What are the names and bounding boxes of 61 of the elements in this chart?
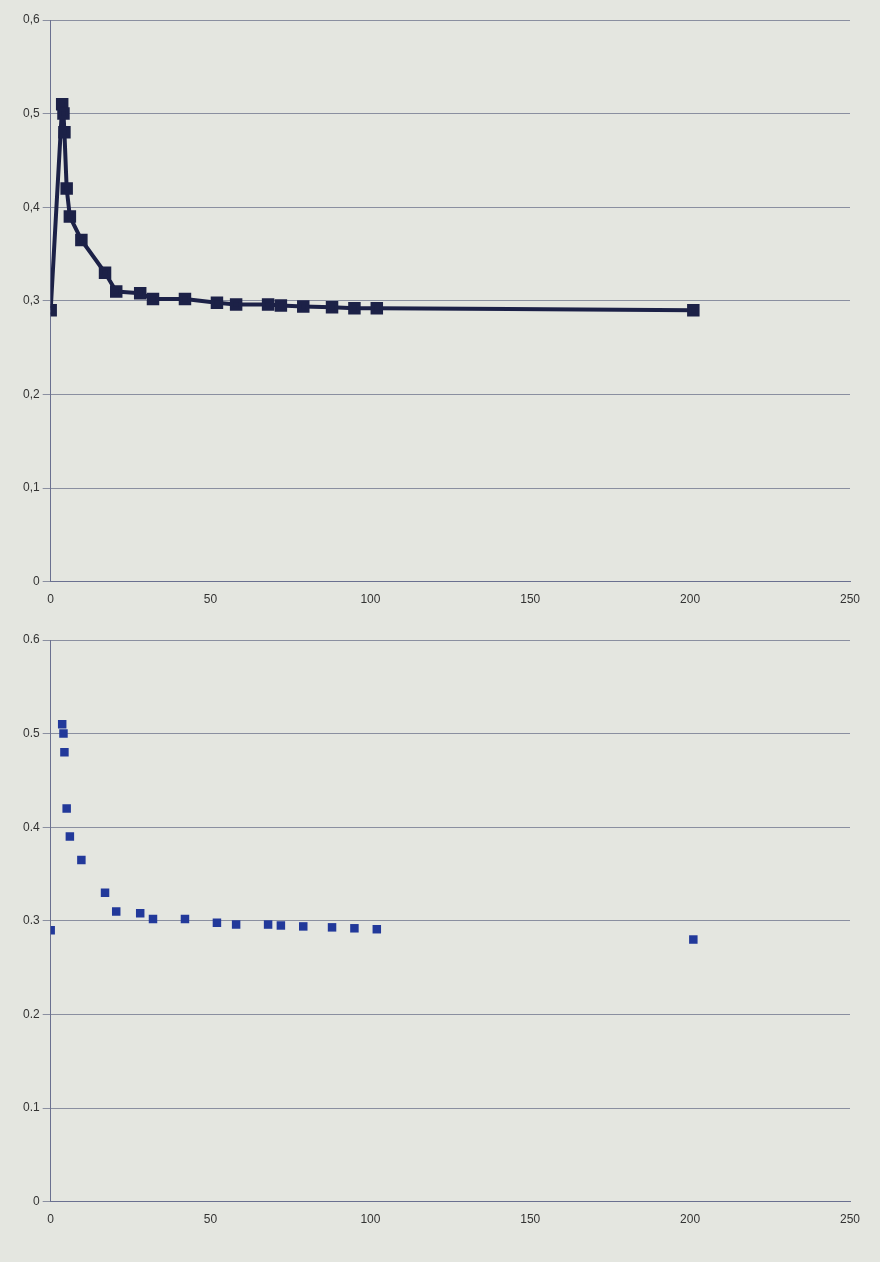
x-tick-label: 250: [839, 1212, 861, 1227]
y-tick-label: 0,5: [22, 105, 40, 120]
y-tick-label: 0,6: [22, 12, 40, 27]
point: [60, 748, 69, 757]
point: [231, 920, 241, 929]
y-tick-label: 0.3: [22, 913, 40, 928]
x-tick-label: 50: [203, 592, 218, 607]
point: [60, 182, 73, 195]
point: [109, 285, 123, 298]
x-tick-label: 100: [360, 1212, 381, 1227]
point: [59, 729, 68, 738]
x-tick-label: 0: [47, 1212, 55, 1227]
point: [325, 301, 339, 314]
x-tick-label: 150: [520, 1212, 541, 1227]
point: [57, 107, 70, 120]
point: [146, 292, 160, 306]
y-tick-label: 0,2: [22, 386, 40, 401]
y-tick-label: 0: [32, 573, 40, 588]
point: [62, 804, 71, 813]
point: [229, 298, 243, 311]
point: [58, 126, 71, 139]
point: [135, 909, 145, 918]
point: [350, 924, 359, 933]
x-tick-label: 200: [680, 1212, 701, 1227]
x-tick-label: 150: [520, 592, 541, 607]
point: [327, 923, 337, 932]
point: [276, 921, 286, 930]
y-tick-label: 0.4: [22, 819, 40, 834]
point: [261, 298, 275, 311]
y-tick-label: 0.1: [22, 1100, 40, 1115]
y-tick-label: 0,1: [22, 480, 40, 495]
point: [299, 922, 308, 931]
point: [297, 300, 310, 313]
point: [370, 302, 384, 315]
point: [178, 292, 192, 306]
point: [111, 907, 121, 916]
point: [212, 918, 222, 927]
point: [100, 888, 110, 897]
point: [263, 920, 273, 929]
point: [63, 210, 77, 223]
y-tick-label: 0.2: [22, 1006, 40, 1021]
y-tick-label: 0: [32, 1193, 40, 1208]
point: [689, 935, 698, 944]
y-tick-label: 0.5: [22, 725, 40, 740]
point: [348, 302, 361, 315]
point: [687, 303, 700, 317]
point: [77, 855, 86, 865]
x-tick-label: 100: [360, 592, 381, 607]
point: [65, 832, 75, 841]
x-tick-label: 250: [839, 592, 861, 607]
point: [75, 233, 88, 247]
y-tick-label: 0,3: [22, 293, 40, 308]
x-tick-label: 50: [203, 1212, 218, 1227]
point: [98, 266, 112, 279]
x-tick-label: 0: [47, 592, 55, 607]
y-tick-label: 0.6: [22, 632, 40, 647]
point: [274, 299, 288, 312]
point: [210, 296, 224, 309]
y-tick-label: 0,4: [22, 199, 40, 214]
point: [133, 287, 147, 300]
x-tick-label: 200: [680, 592, 701, 607]
